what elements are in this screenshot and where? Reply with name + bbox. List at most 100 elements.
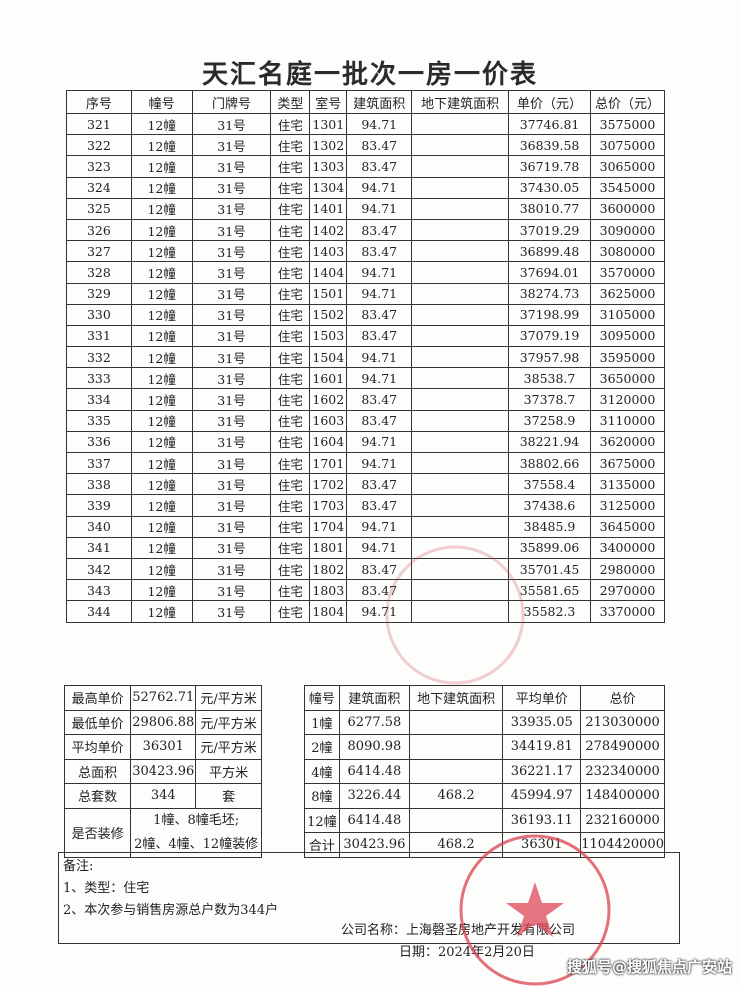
column-header: 地下建筑面积 xyxy=(408,685,504,711)
note-line-1: 1、类型：住宅 xyxy=(63,881,150,896)
building-cell: 30423.96 xyxy=(338,832,410,858)
column-header: 序号 xyxy=(66,90,132,114)
table-row: 343 12幢 31号 住宅 1803 83.47 35581.65 2970000 xyxy=(66,579,666,602)
table-cell: 83.47 xyxy=(346,155,413,178)
summary-row: 平均单价 36301 元/平方米 xyxy=(63,734,262,760)
table-cell: 94.71 xyxy=(346,600,413,623)
table-cell: 住宅 xyxy=(270,134,311,157)
table-cell: 3105000 xyxy=(589,303,666,326)
table-cell: 12幢 xyxy=(130,494,193,517)
building-cell: 36193.11 xyxy=(502,807,582,833)
table-cell: 94.71 xyxy=(346,346,413,369)
table-row: 327 12幢 31号 住宅 1403 83.47 36899.48 3080000 xyxy=(66,240,666,263)
building-cell: 3226.44 xyxy=(338,783,410,809)
table-cell: 340 xyxy=(66,515,132,538)
table-cell xyxy=(411,155,510,178)
table-cell: 31号 xyxy=(191,536,272,559)
table-cell: 31号 xyxy=(191,282,272,305)
table-row: 344 12幢 31号 住宅 1804 94.71 35582.3 3370000 xyxy=(66,600,666,623)
table-cell: 12幢 xyxy=(130,388,193,411)
table-cell xyxy=(411,261,510,284)
table-cell: 1302 xyxy=(309,134,348,157)
table-cell: 336 xyxy=(66,430,132,454)
table-cell: 37198.99 xyxy=(508,303,591,326)
table-cell xyxy=(411,515,510,538)
table-cell: 83.47 xyxy=(346,388,413,411)
table-cell: 38010.77 xyxy=(508,197,591,220)
table-cell: 1804 xyxy=(309,600,348,623)
table-row: 334 12幢 31号 住宅 1602 83.47 37378.7 3120000 xyxy=(66,388,666,411)
table-cell: 1703 xyxy=(309,494,348,517)
table-cell: 322 xyxy=(66,134,132,157)
table-cell: 331 xyxy=(66,324,132,348)
table-row: 335 12幢 31号 住宅 1603 83.47 37258.9 3110000 xyxy=(66,409,666,432)
table-cell: 住宅 xyxy=(270,515,311,538)
table-row: 333 12幢 31号 住宅 1601 94.71 38538.7 3650000 xyxy=(66,367,666,390)
building-row: 4幢 6414.48 36221.17 232340000 xyxy=(304,758,665,784)
building-row: 1幢 6277.58 33935.05 213030000 xyxy=(304,709,665,735)
table-row: 329 12幢 31号 住宅 1501 94.71 38274.73 3625000 xyxy=(66,282,666,305)
table-cell xyxy=(411,282,510,305)
table-cell: 31号 xyxy=(191,494,272,517)
table-cell: 37079.19 xyxy=(508,324,591,348)
table-row: 322 12幢 31号 住宅 1302 83.47 36839.58 3075000 xyxy=(66,134,666,157)
table-cell: 94.71 xyxy=(346,282,413,305)
building-row: 2幢 8090.98 34419.81 278490000 xyxy=(304,734,665,760)
table-cell: 12幢 xyxy=(130,261,193,284)
column-header: 总价 xyxy=(580,685,665,711)
table-cell xyxy=(411,134,510,157)
notes-heading: 备注: xyxy=(63,859,94,874)
table-cell: 37746.81 xyxy=(508,112,591,136)
table-cell: 1702 xyxy=(309,473,348,496)
summary-cell: 元/平方米 xyxy=(195,709,262,735)
table-cell xyxy=(411,600,510,623)
table-cell xyxy=(411,409,510,432)
table-cell: 3120000 xyxy=(589,388,666,411)
notes-box: 备注: 1、类型：住宅 2、本次参与销售房源总户数为344户 公司名称：上海磬圣… xyxy=(58,852,680,960)
table-cell: 3370000 xyxy=(589,600,666,623)
table-row: 342 12幢 31号 住宅 1802 83.47 35701.45 2980000 xyxy=(66,557,666,581)
table-cell: 31号 xyxy=(191,451,272,475)
table-cell: 3065000 xyxy=(589,155,666,178)
table-cell xyxy=(411,367,510,390)
table-cell: 12幢 xyxy=(130,303,193,326)
table-cell: 1601 xyxy=(309,367,348,390)
table-cell: 94.71 xyxy=(346,112,413,136)
table-cell: 3075000 xyxy=(589,134,666,157)
building-cell: 148400000 xyxy=(580,783,665,809)
summary-cell: 平均单价 xyxy=(63,734,132,760)
column-header: 建筑面积 xyxy=(338,685,410,711)
table-row: 337 12幢 31号 住宅 1701 94.71 38802.66 3675000 xyxy=(66,451,666,475)
table-cell: 3575000 xyxy=(589,112,666,136)
building-cell: 232340000 xyxy=(580,758,665,784)
table-cell: 83.47 xyxy=(346,134,413,157)
table-cell: 31号 xyxy=(191,324,272,348)
table-cell: 住宅 xyxy=(270,367,311,390)
building-cell: 6414.48 xyxy=(338,758,410,784)
table-cell: 1504 xyxy=(309,346,348,369)
table-cell: 38274.73 xyxy=(508,282,591,305)
table-cell: 2980000 xyxy=(589,557,666,581)
column-header: 幢号 xyxy=(130,90,193,114)
building-cell: 33935.05 xyxy=(502,709,582,735)
table-cell: 1704 xyxy=(309,515,348,538)
table-cell: 334 xyxy=(66,388,132,411)
table-row: 331 12幢 31号 住宅 1503 83.47 37079.19 3095000 xyxy=(66,324,666,348)
table-cell: 343 xyxy=(66,579,132,602)
summary-cell: 30423.96 xyxy=(130,758,197,784)
table-cell: 31号 xyxy=(191,155,272,178)
column-header: 门牌号 xyxy=(191,90,272,114)
summary-cell: 最高单价 xyxy=(63,685,132,711)
table-cell: 31号 xyxy=(191,176,272,199)
table-cell: 38538.7 xyxy=(508,367,591,390)
table-cell: 94.71 xyxy=(346,197,413,220)
table-row: 324 12幢 31号 住宅 1304 94.71 37430.05 3545000 xyxy=(66,176,666,199)
table-cell: 31号 xyxy=(191,388,272,411)
table-cell: 329 xyxy=(66,282,132,305)
table-cell: 83.47 xyxy=(346,218,413,242)
summary-cell: 套 xyxy=(195,783,262,809)
table-cell: 83.47 xyxy=(346,473,413,496)
table-cell: 31号 xyxy=(191,557,272,581)
table-cell: 1403 xyxy=(309,240,348,263)
summary-row: 最高单价 52762.71 元/平方米 xyxy=(63,685,262,711)
